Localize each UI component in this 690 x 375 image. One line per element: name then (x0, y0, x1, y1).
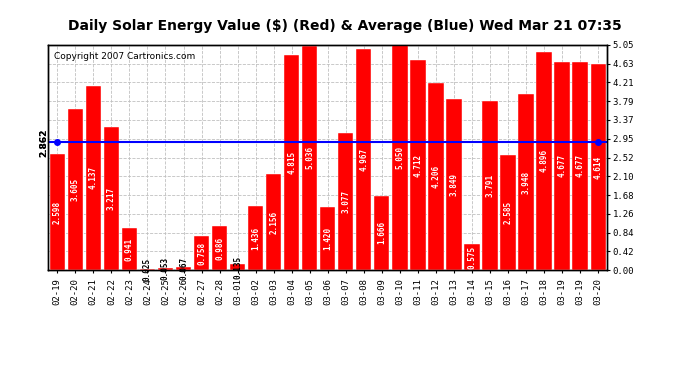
Bar (68, 110, 83, 270)
Bar (121, 228, 137, 270)
Bar (266, 174, 282, 270)
Bar (338, 133, 353, 270)
Text: 2.862: 2.862 (39, 128, 48, 157)
Text: 0.067: 0.067 (179, 257, 188, 280)
Text: Copyright 2007 Cartronics.com: Copyright 2007 Cartronics.com (54, 52, 195, 61)
Bar (140, 269, 155, 270)
Text: 1.666: 1.666 (377, 221, 386, 245)
Bar (555, 62, 570, 270)
Bar (464, 244, 480, 270)
Text: 3.948: 3.948 (522, 171, 531, 194)
Text: 5.036: 5.036 (305, 146, 314, 170)
Text: 4.815: 4.815 (287, 151, 296, 174)
Text: 4.677: 4.677 (558, 154, 566, 177)
Bar (212, 226, 227, 270)
Bar (50, 154, 65, 270)
Text: 3.077: 3.077 (342, 190, 351, 213)
Bar (194, 236, 209, 270)
Bar (302, 46, 317, 270)
Text: Daily Solar Energy Value ($) (Red) & Average (Blue) Wed Mar 21 07:35: Daily Solar Energy Value ($) (Red) & Ave… (68, 19, 622, 33)
Text: 2.598: 2.598 (53, 201, 62, 223)
Bar (428, 82, 444, 270)
Bar (176, 267, 191, 270)
Text: 4.677: 4.677 (575, 154, 584, 177)
Bar (500, 155, 515, 270)
Text: 0.025: 0.025 (143, 258, 152, 281)
Text: 4.137: 4.137 (89, 166, 98, 189)
Text: 0.758: 0.758 (197, 242, 206, 265)
Text: 4.896: 4.896 (540, 149, 549, 172)
Bar (86, 86, 101, 270)
Text: 0.986: 0.986 (215, 237, 224, 260)
Text: 0.941: 0.941 (125, 237, 134, 261)
Bar (392, 45, 408, 270)
Text: 4.614: 4.614 (593, 156, 602, 179)
Text: 4.967: 4.967 (359, 148, 368, 171)
Text: 4.206: 4.206 (431, 165, 440, 188)
Text: 3.791: 3.791 (486, 174, 495, 197)
Bar (284, 56, 299, 270)
Bar (591, 64, 606, 270)
Text: 3.849: 3.849 (449, 173, 458, 196)
Bar (518, 94, 534, 270)
Text: 0.053: 0.053 (161, 257, 170, 280)
Bar (104, 127, 119, 270)
Bar (320, 207, 335, 270)
Text: 2.156: 2.156 (269, 210, 278, 234)
Bar (536, 52, 552, 270)
Bar (446, 99, 462, 270)
Bar (158, 268, 173, 270)
Text: 1.436: 1.436 (251, 226, 260, 250)
Bar (573, 62, 588, 270)
Bar (411, 60, 426, 270)
Bar (248, 206, 264, 270)
Bar (356, 49, 371, 270)
Text: 5.050: 5.050 (395, 146, 404, 169)
Text: 2.862: 2.862 (39, 128, 48, 157)
Text: 2.585: 2.585 (504, 201, 513, 224)
Text: 3.217: 3.217 (107, 187, 116, 210)
Text: 4.712: 4.712 (413, 153, 422, 177)
Bar (230, 264, 245, 270)
Text: 3.605: 3.605 (71, 178, 80, 201)
Bar (482, 101, 497, 270)
Text: 1.420: 1.420 (323, 227, 333, 250)
Text: 0.135: 0.135 (233, 255, 242, 279)
Text: 0.575: 0.575 (468, 246, 477, 269)
Bar (374, 196, 389, 270)
